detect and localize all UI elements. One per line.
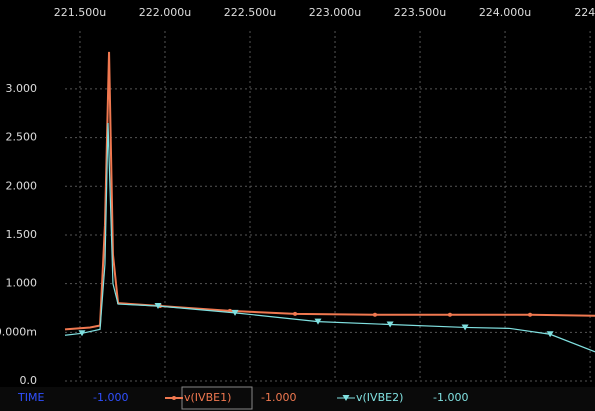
marker (372, 312, 377, 317)
y-tick-label: 0.0 (20, 374, 38, 387)
marker (154, 303, 162, 310)
legend-label[interactable]: v(IVBE1) (184, 391, 231, 404)
marker (528, 312, 533, 317)
marker (447, 312, 452, 317)
y-tick-label: 500.000m (0, 325, 37, 338)
x-tick-label: 223.000u (309, 6, 361, 19)
legend-readout: -1.000 (433, 391, 468, 404)
marker (314, 318, 322, 325)
x-tick-label: 221.500u (54, 6, 106, 19)
legend-marker (172, 396, 176, 400)
x-tick-label: 222.000u (139, 6, 191, 19)
y-tick-label: 3.000 (6, 82, 38, 95)
x-tick-label: 223.500u (394, 6, 446, 19)
marker (231, 309, 239, 316)
x-tick-label: 224.5 (574, 6, 595, 19)
y-tick-label: 1.000 (6, 277, 38, 290)
marker (461, 324, 469, 331)
x-name: TIME (17, 391, 44, 404)
legend-marker (342, 395, 350, 401)
y-tick-label: 2.000 (6, 179, 38, 192)
y-tick-label: 2.500 (6, 131, 38, 144)
marker (386, 321, 394, 328)
x-tick-label: 224.000u (479, 6, 531, 19)
legend-label[interactable]: v(IVBE2) (356, 391, 403, 404)
y-tick-label: 1.500 (6, 228, 38, 241)
x-readout: -1.000 (93, 391, 128, 404)
legend-readout: -1.000 (261, 391, 296, 404)
marker (293, 311, 298, 316)
x-tick-label: 222.500u (224, 6, 276, 19)
marker (78, 330, 86, 337)
marker (546, 331, 554, 338)
legend-bar (0, 387, 595, 411)
